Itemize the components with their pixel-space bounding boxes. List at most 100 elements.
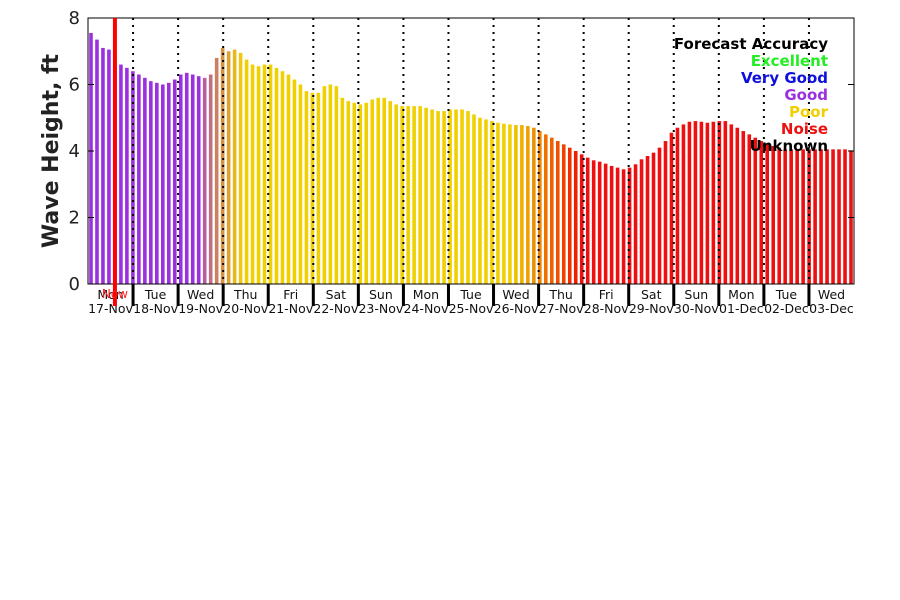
x-day-label: Sat [641, 287, 662, 302]
bar [675, 127, 680, 284]
bar [795, 149, 799, 284]
y-axis-label: Wave Height, ft [39, 53, 64, 248]
bar [149, 81, 153, 285]
bar [651, 152, 656, 284]
bar [178, 74, 183, 284]
bar [825, 149, 829, 284]
bar [376, 97, 381, 284]
bar [573, 151, 578, 284]
bar [316, 92, 321, 284]
bar [125, 67, 129, 285]
bar [364, 102, 369, 284]
bar [358, 104, 363, 284]
y-tick-label: 6 [69, 75, 80, 96]
bar [214, 57, 219, 285]
x-day-label: Thu [233, 287, 257, 302]
bar [161, 84, 165, 284]
bar [256, 66, 261, 285]
x-date-label: 24-Nov [404, 301, 449, 316]
bar [657, 147, 662, 284]
bar [502, 123, 506, 284]
bar [280, 71, 285, 284]
x-day-label: Fri [283, 287, 298, 302]
x-date-label: 18-Nov [133, 301, 178, 316]
bar [615, 167, 620, 285]
legend-entry: Good [784, 86, 828, 104]
x-day-label: Wed [502, 287, 529, 302]
bar [292, 79, 297, 284]
legend-entry: Poor [789, 103, 829, 121]
x-date-label: 21-Nov [268, 301, 313, 316]
legend-title: Forecast Accuracy [674, 35, 828, 53]
x-day-label: Tue [144, 287, 167, 302]
bar [538, 131, 542, 284]
now-marker: Now [102, 18, 128, 306]
bar [544, 134, 548, 285]
y-tick-label: 0 [69, 274, 80, 295]
x-date-label: 26-Nov [494, 301, 539, 316]
x-day-label: Sun [369, 287, 393, 302]
bar [442, 111, 446, 284]
bar [819, 149, 823, 284]
bar [394, 104, 398, 284]
bar [693, 121, 698, 284]
bar [490, 121, 494, 284]
bar [298, 84, 303, 284]
x-date-label: 22-Nov [313, 301, 358, 316]
bar [472, 114, 476, 285]
x-day-label: Tue [775, 287, 798, 302]
x-day-label: Wed [187, 287, 214, 302]
bar [627, 167, 632, 285]
bar [310, 92, 315, 284]
bar [735, 127, 740, 284]
x-date-label: 17-Nov [88, 301, 133, 316]
bar [597, 161, 602, 284]
bar [460, 109, 464, 284]
bar [579, 154, 584, 284]
x-date-label: 27-Nov [539, 301, 584, 316]
x-date-label: 01-Dec [719, 301, 764, 316]
bar [208, 74, 213, 284]
bar [549, 137, 554, 284]
bar [711, 121, 716, 285]
bar [747, 134, 752, 285]
bar [520, 125, 524, 284]
bar [705, 122, 710, 285]
bar [196, 76, 201, 284]
bar [777, 147, 781, 284]
bar [837, 149, 841, 284]
x-day-label: Wed [818, 287, 845, 302]
bar [166, 82, 171, 284]
bar [633, 164, 638, 284]
bar-series [89, 32, 853, 285]
bar [184, 72, 189, 284]
bar [585, 157, 590, 284]
bar [328, 84, 333, 284]
bar [478, 117, 482, 284]
bar [639, 159, 644, 284]
bar [172, 79, 177, 284]
x-date-label: 20-Nov [223, 301, 268, 316]
bar [190, 74, 195, 284]
bar [346, 101, 351, 285]
bar [496, 122, 500, 285]
bar [783, 149, 787, 284]
bar [424, 107, 428, 284]
bar [717, 121, 722, 284]
bar [430, 109, 434, 284]
legend-entry: Very Good [741, 69, 828, 87]
bar [609, 165, 614, 284]
x-day-label: Mon [413, 287, 439, 302]
x-day-label: Sat [326, 287, 347, 302]
bar [532, 127, 536, 284]
bar [436, 111, 440, 284]
bar [567, 147, 572, 284]
bar [591, 160, 596, 284]
bar [699, 121, 704, 285]
y-tick-label: 8 [69, 8, 80, 29]
bar [561, 144, 566, 284]
bar [508, 124, 512, 285]
bar [412, 106, 416, 284]
bar [801, 149, 805, 284]
